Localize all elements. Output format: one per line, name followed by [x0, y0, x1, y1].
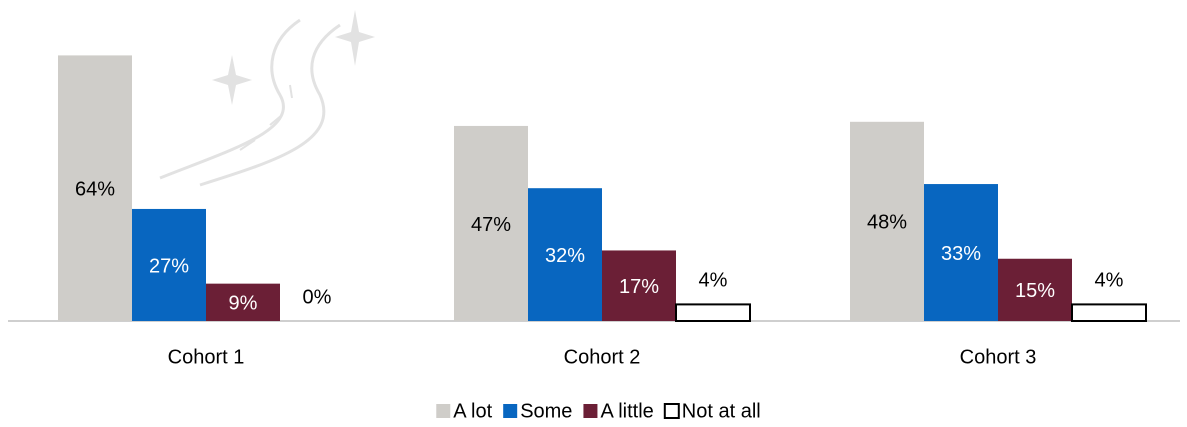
bar	[454, 125, 528, 321]
value-label: 4%	[699, 270, 728, 292]
legend-swatch	[436, 404, 451, 418]
value-label: 27%	[149, 255, 189, 277]
legend-label: Not at all	[682, 400, 761, 422]
bar	[850, 121, 924, 321]
legend-swatch	[503, 404, 518, 418]
bar	[924, 184, 998, 321]
bar	[132, 208, 206, 321]
bar	[1071, 303, 1147, 322]
legend-label: A lot	[453, 400, 492, 422]
legend-swatch	[583, 404, 598, 418]
value-label: 15%	[1015, 280, 1055, 302]
value-label: 9%	[229, 293, 258, 315]
value-label: 4%	[1095, 270, 1124, 292]
value-label: 64%	[75, 178, 115, 200]
value-label: 0%	[303, 286, 332, 308]
bar	[58, 55, 132, 322]
bar	[528, 188, 602, 321]
value-label: 48%	[867, 212, 907, 234]
legend-label: A little	[600, 400, 653, 422]
bar	[206, 283, 280, 321]
bar	[998, 258, 1072, 321]
value-label: 33%	[941, 243, 981, 265]
value-label: 17%	[619, 276, 659, 298]
x-tick-label: Cohort 3	[960, 346, 1037, 368]
legend-swatch	[663, 403, 680, 419]
value-label: 47%	[471, 214, 511, 236]
x-tick-label: Cohort 1	[168, 346, 245, 368]
bar	[675, 303, 751, 322]
bar	[602, 250, 676, 321]
value-label: 32%	[545, 245, 585, 267]
x-tick-label: Cohort 2	[564, 346, 641, 368]
road-icon	[159, 10, 375, 187]
legend-label: Some	[520, 400, 572, 422]
